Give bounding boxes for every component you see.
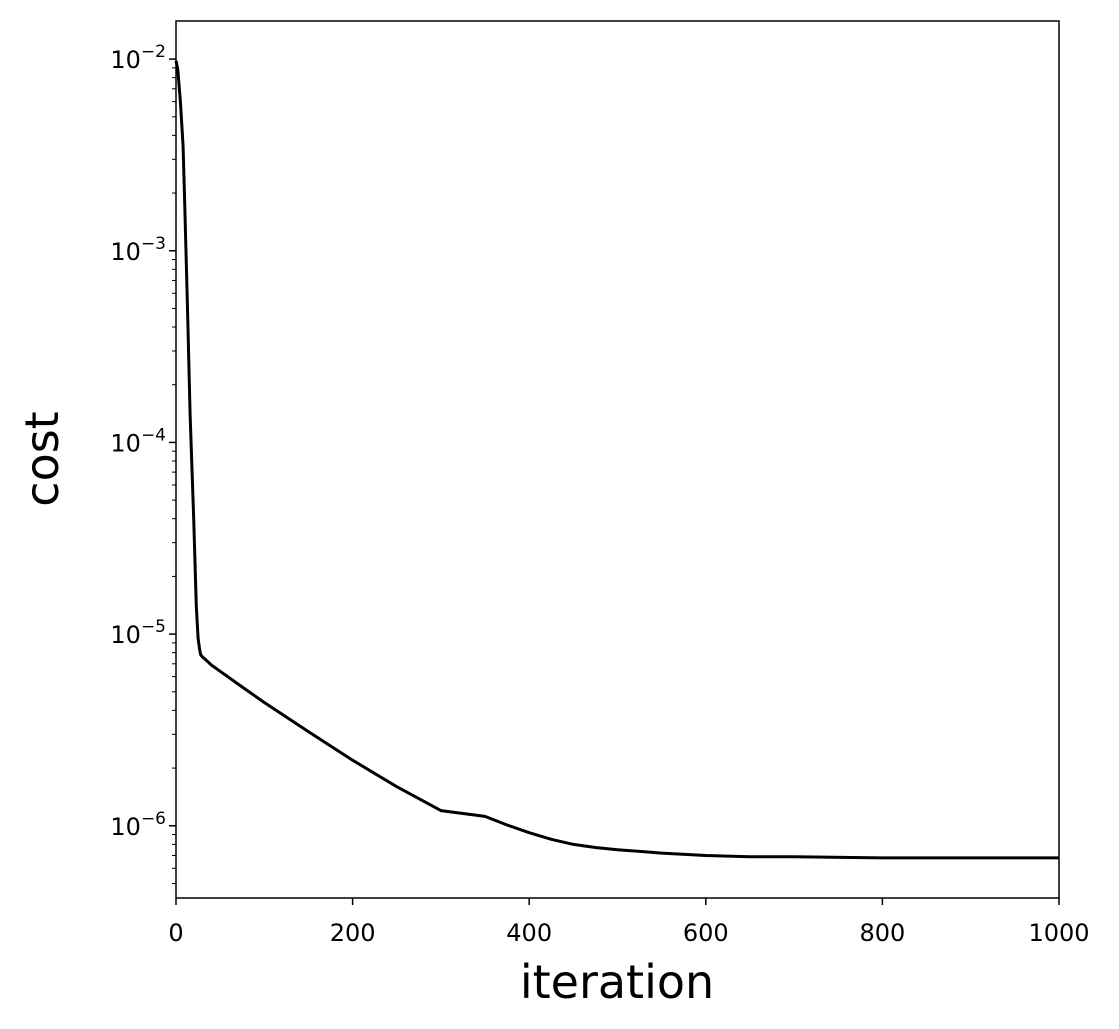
x-tick-label: 400 (506, 919, 552, 947)
y-tick-label: 10−4 (110, 425, 166, 457)
x-tick-label: 0 (168, 919, 183, 947)
y-tick-label: 10−6 (110, 809, 166, 841)
y-tick-label: 10−2 (110, 42, 166, 74)
plot-frame (175, 20, 1060, 899)
cost-line (174, 60, 1059, 860)
y-tick-labels: 10−2 10−3 10−4 10−5 10−6 (110, 42, 166, 841)
x-tick-label: 200 (330, 919, 376, 947)
axis-ticks (169, 58, 1060, 905)
y-axis-label: cost (15, 411, 69, 506)
x-axis-label: iteration (520, 955, 714, 1009)
y-tick-label: 10−3 (110, 234, 166, 266)
y-tick-label: 10−5 (110, 617, 166, 649)
x-tick-label: 600 (683, 919, 729, 947)
x-tick-label: 800 (859, 919, 905, 947)
series-group (174, 60, 1059, 860)
x-tick-label: 1000 (1028, 919, 1089, 947)
x-tick-labels: 0 200 400 600 800 1000 (168, 919, 1089, 947)
